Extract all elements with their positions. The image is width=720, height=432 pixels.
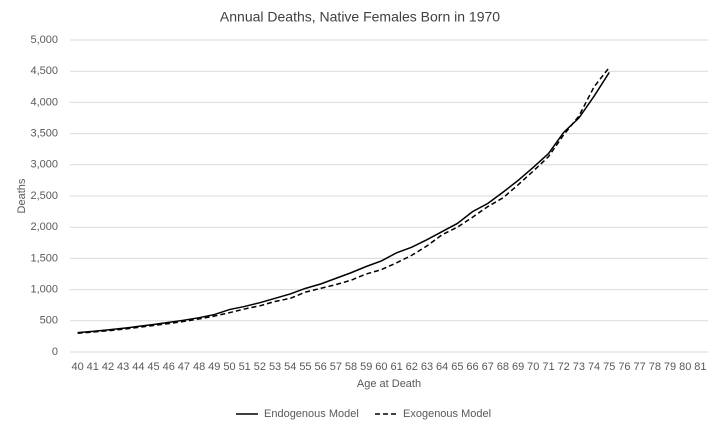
- x-tick-label: 41: [87, 361, 99, 373]
- y-tick-label: 500: [40, 315, 58, 327]
- y-tick-label: 4,000: [30, 96, 58, 108]
- y-tick-label: 2,500: [30, 190, 58, 202]
- x-tick-label: 64: [436, 361, 448, 373]
- line-series: [77, 66, 610, 335]
- x-tick-label: 44: [132, 361, 144, 373]
- legend-label: Exogenous Model: [403, 408, 491, 420]
- x-tick-label: 74: [588, 361, 600, 373]
- x-tick-label: 54: [284, 361, 296, 373]
- x-tick-label: 46: [163, 361, 175, 373]
- y-tick-label: 3,000: [30, 159, 58, 171]
- x-tick-label: 40: [71, 361, 83, 373]
- x-tick-label: 56: [315, 361, 327, 373]
- x-tick-label: 55: [299, 361, 311, 373]
- x-tick-label: 43: [117, 361, 129, 373]
- y-tick-label: 2,000: [30, 221, 58, 233]
- x-tick-label: 48: [193, 361, 205, 373]
- chart-title: Annual Deaths, Native Females Born in 19…: [220, 9, 500, 25]
- x-tick-label: 57: [330, 361, 342, 373]
- y-tick-label: 5,000: [30, 34, 58, 46]
- x-tick-label: 47: [178, 361, 190, 373]
- y-tick-label: 1,000: [30, 284, 58, 296]
- x-tick-label: 68: [497, 361, 509, 373]
- x-tick-label: 49: [208, 361, 220, 373]
- y-tick-label: 0: [52, 346, 58, 358]
- x-tick-label: 73: [573, 361, 585, 373]
- x-tick-label: 63: [421, 361, 433, 373]
- legend-label: Endogenous Model: [264, 408, 359, 420]
- x-tick-label: 42: [102, 361, 114, 373]
- x-tick-label: 66: [466, 361, 478, 373]
- y-tick-label: 1,500: [30, 252, 58, 264]
- x-tick-label: 78: [649, 361, 661, 373]
- x-tick-label: 62: [406, 361, 418, 373]
- y-tick-label: 3,500: [30, 128, 58, 140]
- x-tick-label: 71: [542, 361, 554, 373]
- x-tick-label: 58: [345, 361, 357, 373]
- x-axis-label: Age at Death: [357, 378, 421, 390]
- x-tick-label: 45: [147, 361, 159, 373]
- x-tick-label: 76: [618, 361, 630, 373]
- x-tick-label: 51: [239, 361, 251, 373]
- x-tick-label: 60: [375, 361, 387, 373]
- line-series: [77, 72, 610, 334]
- x-tick-label: 69: [512, 361, 524, 373]
- y-tick-label: 4,500: [30, 65, 58, 77]
- x-tick-label: 67: [482, 361, 494, 373]
- x-tick-label: 72: [558, 361, 570, 373]
- x-tick-label: 79: [664, 361, 676, 373]
- x-tick-label: 75: [603, 361, 615, 373]
- x-tick-label: 77: [634, 361, 646, 373]
- x-tick-label: 61: [390, 361, 402, 373]
- x-tick-label: 70: [527, 361, 539, 373]
- x-tick-label: 52: [254, 361, 266, 373]
- x-tick-label: 81: [694, 361, 706, 373]
- x-tick-label: 80: [679, 361, 691, 373]
- x-tick-label: 53: [269, 361, 281, 373]
- x-tick-label: 59: [360, 361, 372, 373]
- x-tick-label: 50: [223, 361, 235, 373]
- x-tick-label: 65: [451, 361, 463, 373]
- y-axis-label: Deaths: [16, 178, 28, 213]
